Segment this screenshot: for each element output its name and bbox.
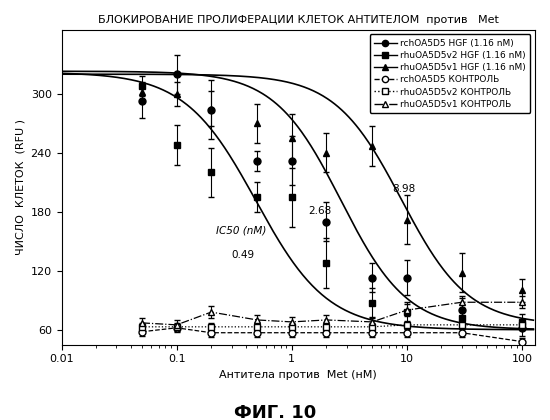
Text: 8.98: 8.98 — [392, 184, 416, 194]
Text: IC50 (nM): IC50 (nM) — [216, 226, 266, 236]
Text: ФИГ. 10: ФИГ. 10 — [234, 404, 316, 420]
Y-axis label: ЧИСЛО  КЛЕТОК  (RFU ): ЧИСЛО КЛЕТОК (RFU ) — [15, 119, 25, 255]
Legend: rchOA5D5 HGF (1.16 nM), rhuOA5D5v2 HGF (1.16 nM), rhuOA5D5v1 HGF (1.16 nM), rchO: rchOA5D5 HGF (1.16 nM), rhuOA5D5v2 HGF (… — [370, 34, 531, 113]
Text: 2.68: 2.68 — [309, 206, 332, 216]
X-axis label: Антитела против  Met (нМ): Антитела против Met (нМ) — [219, 370, 377, 380]
Text: 0.49: 0.49 — [232, 250, 255, 260]
Title: БЛОКИРОВАНИЕ ПРОЛИФЕРАЦИИ КЛЕТОК АНТИТЕЛОМ  против   Met: БЛОКИРОВАНИЕ ПРОЛИФЕРАЦИИ КЛЕТОК АНТИТЕЛ… — [98, 15, 499, 25]
